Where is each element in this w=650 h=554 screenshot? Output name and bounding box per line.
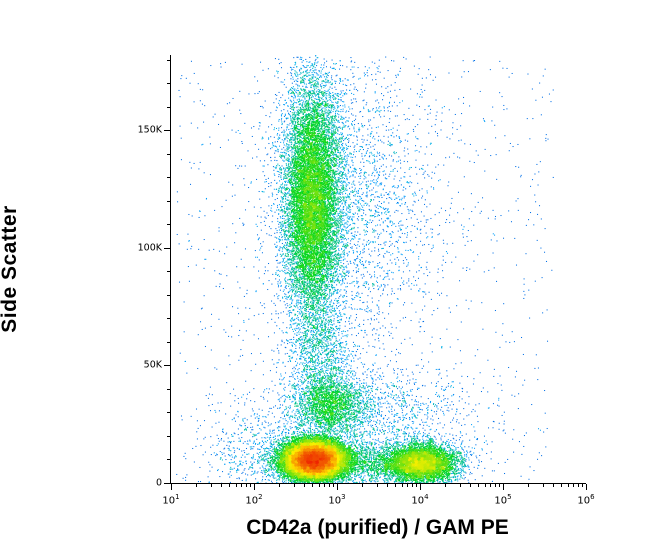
x-major-tick	[420, 484, 421, 490]
y-major-tick	[164, 483, 170, 484]
x-minor-tick	[561, 484, 562, 487]
y-minor-tick	[167, 153, 170, 155]
y-minor-tick	[167, 412, 170, 414]
x-minor-tick	[241, 484, 243, 487]
y-tick-label: 50K	[143, 359, 162, 371]
y-minor-tick	[167, 59, 170, 61]
y-minor-tick	[167, 388, 170, 390]
y-minor-tick	[167, 177, 170, 179]
x-minor-tick	[195, 484, 197, 487]
x-minor-tick	[411, 484, 413, 487]
x-tick-label: 104	[411, 492, 429, 506]
x-tick-label: 105	[494, 492, 512, 506]
x-minor-tick	[484, 484, 486, 487]
x-minor-tick	[318, 484, 320, 487]
x-minor-tick	[577, 484, 579, 487]
x-minor-tick	[478, 484, 479, 487]
x-minor-tick	[527, 484, 529, 487]
x-minor-tick	[444, 484, 446, 487]
x-major-tick	[337, 484, 338, 490]
x-tick-label: 101	[162, 492, 180, 506]
y-major-tick	[164, 247, 170, 249]
x-minor-tick	[386, 484, 388, 487]
y-minor-tick	[167, 341, 170, 343]
x-minor-tick	[401, 484, 403, 487]
x-major-tick	[586, 484, 587, 490]
scatter-density-canvas	[171, 55, 586, 483]
x-minor-tick	[312, 484, 313, 487]
y-minor-tick	[167, 200, 170, 202]
y-major-tick	[164, 365, 170, 367]
x-minor-tick	[210, 484, 212, 487]
x-minor-tick	[567, 484, 569, 487]
y-minor-tick	[167, 271, 170, 273]
x-minor-tick	[245, 484, 247, 487]
x-tick-label: 106	[577, 492, 595, 506]
x-minor-tick	[328, 484, 330, 487]
y-axis-title: Side Scatter	[0, 205, 21, 333]
x-minor-tick	[278, 484, 280, 487]
y-major-tick	[164, 130, 170, 132]
x-minor-tick	[582, 484, 584, 487]
x-tick-label: 103	[328, 492, 346, 506]
x-minor-tick	[407, 484, 409, 487]
x-minor-tick	[469, 484, 471, 487]
y-minor-tick	[167, 459, 170, 461]
x-minor-tick	[573, 484, 575, 487]
x-minor-tick	[250, 484, 252, 487]
x-minor-tick	[229, 484, 230, 487]
x-minor-tick	[459, 484, 461, 487]
x-minor-tick	[235, 484, 237, 487]
x-minor-tick	[361, 484, 363, 487]
x-axis-title: CD42a (purified) / GAM PE	[246, 516, 509, 539]
x-minor-tick	[220, 484, 222, 487]
y-tick-label: 150K	[137, 124, 162, 136]
y-minor-tick	[167, 294, 170, 296]
x-major-tick	[254, 484, 255, 490]
x-minor-tick	[324, 484, 326, 487]
y-minor-tick	[167, 224, 170, 226]
x-tick-label: 102	[245, 492, 263, 506]
x-minor-tick	[293, 484, 295, 487]
x-minor-tick	[552, 484, 554, 487]
y-minor-tick	[167, 435, 170, 437]
y-minor-tick	[167, 83, 170, 85]
x-minor-tick	[494, 484, 496, 487]
x-minor-tick	[395, 484, 396, 487]
x-minor-tick	[490, 484, 492, 487]
x-minor-tick	[542, 484, 544, 487]
y-tick-label: 0	[155, 477, 162, 489]
y-minor-tick	[167, 106, 170, 108]
x-minor-tick	[499, 484, 501, 487]
x-major-tick	[503, 484, 504, 490]
y-tick-label: 100K	[137, 242, 162, 254]
y-minor-tick	[167, 318, 170, 320]
x-minor-tick	[333, 484, 335, 487]
x-minor-tick	[416, 484, 418, 487]
x-major-tick	[171, 484, 172, 490]
x-minor-tick	[303, 484, 305, 487]
plot-area: 101 102 103 104 105 106 0 50K 100K 150K	[138, 55, 595, 506]
x-minor-tick	[376, 484, 378, 487]
